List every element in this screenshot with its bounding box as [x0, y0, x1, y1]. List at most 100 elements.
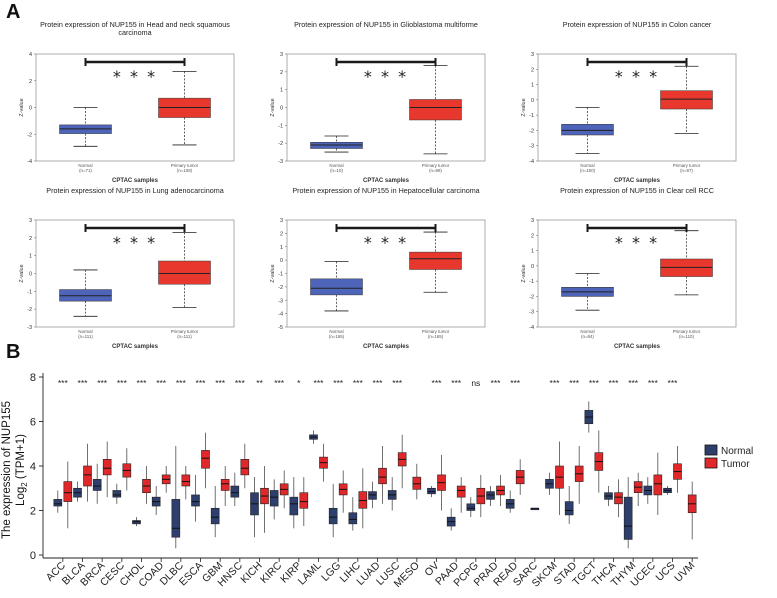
cptac-tumor-n: (n=165): [428, 334, 444, 339]
sig-label-READ: ***: [510, 378, 521, 388]
cptac-xlabel: CPTAC samples: [112, 344, 159, 350]
cptac-tumor-n: (n=99): [429, 168, 442, 173]
normal-box-LGG: [328, 483, 338, 538]
tumor-box-COAD: [161, 466, 171, 493]
cptac-normal: [561, 273, 614, 311]
cptac-ytick-label: 1: [531, 83, 534, 89]
normal-box-CESC: [112, 483, 122, 504]
normal-box-CESC-box: [112, 490, 122, 498]
normal-box-ESCA: [191, 474, 200, 522]
tumor-box-MESO-box: [412, 476, 422, 490]
normal-box-READ: [505, 490, 515, 513]
sig-label-DLBC: ***: [176, 378, 187, 388]
sig-label-COAD: ***: [156, 378, 167, 388]
cptac-ylabel: Z-value: [19, 98, 25, 116]
cptac-normal-n: (n=10): [330, 168, 343, 173]
cptac-ytick-label: 2: [531, 233, 534, 239]
cptac-ytick-label: -2: [27, 307, 32, 313]
sig-label-LUSC: ***: [392, 378, 403, 388]
sig-label-ACC: ***: [58, 378, 69, 388]
normal-box-CHOL-box: [132, 520, 141, 525]
tumor-box-OV: [437, 454, 446, 511]
cptac-ytick-label: -4: [529, 325, 534, 331]
cptac-ytick-label: 1: [531, 249, 534, 255]
normal-box-KIRC-box: [269, 490, 279, 507]
cptac-ylabel: Z-value: [521, 264, 527, 282]
cptac-tumor: [660, 230, 713, 296]
tumor-box-PRAD: [496, 474, 505, 507]
cptac-ytick-label: -1: [278, 123, 283, 129]
cptac-plot-6: Protein expression of NUP155 in Clear ce…: [521, 186, 737, 350]
tumor-box-THCA-box: [614, 492, 623, 505]
cptac-ytick-label: 4: [29, 52, 32, 58]
sig-stars: * * *: [113, 233, 157, 252]
tumor-box-BLCA-box: [83, 465, 92, 487]
sig-label-TGCT: ***: [589, 378, 600, 388]
normal-box-GBM: [210, 486, 220, 538]
b-xtick-label-KIRC: KIRC: [258, 559, 285, 586]
cptac-frame: [537, 219, 737, 328]
cptac-ytick-label: 3: [29, 218, 32, 224]
b-xtick-label-UCS: UCS: [653, 560, 677, 584]
cptac-ytick-label: 3: [280, 52, 283, 58]
cptac-plot-4: Protein expression of NUP155 in Lung ade…: [19, 186, 235, 350]
sig-label-STAD: ***: [569, 378, 580, 388]
cptac-ytick-label: -3: [529, 144, 534, 150]
cptac-ytick-label: -1: [27, 289, 32, 295]
panel-b-label: B: [6, 341, 20, 363]
cptac-normal-label: Normal: [580, 163, 594, 168]
normal-box-GBM-box: [210, 507, 220, 525]
tumor-box-ACC: [63, 461, 73, 529]
cptac-ytick-label: 2: [280, 70, 283, 76]
tumor-box-DLBC: [181, 466, 191, 500]
cptac-tumor-label: Primary tumor: [422, 163, 450, 168]
cptac-tumor-box: [158, 260, 211, 285]
tumor-box-UCEC-box: [653, 474, 663, 496]
cptac-title: Protein expression of NUP155 in Lung ade…: [46, 186, 223, 195]
normal-box-LUAD-box: [368, 491, 377, 500]
tumor-box-LAML: [319, 443, 328, 482]
tumor-box-BRCA-box: [102, 459, 112, 476]
cptac-normal-n: (n=71): [79, 168, 92, 173]
normal-box-PRAD: [486, 486, 495, 507]
normal-box-LAML: [309, 430, 318, 444]
normal-box-KIRC: [269, 479, 279, 520]
normal-box-PRAD-box: [486, 491, 495, 500]
tumor-box-STAD: [574, 445, 584, 504]
cptac-xlabel: CPTAC samples: [363, 344, 410, 350]
cptac-xlabel: CPTAC samples: [363, 178, 410, 184]
b-ylabel-line2: Log2 (TPM+1): [15, 434, 29, 506]
sig-stars: * * *: [113, 67, 157, 86]
tumor-box-CHOL: [142, 466, 151, 504]
normal-box-LIHC-box: [348, 512, 358, 525]
cptac-tumor: [660, 65, 713, 134]
tumor-box-ESCA: [201, 432, 210, 489]
tumor-box-LUAD: [378, 445, 387, 504]
cptac-title: Protein expression of NUP155 in Glioblas…: [294, 20, 478, 29]
normal-box-HNSC-box: [230, 485, 240, 498]
cptac-ytick-label: -4: [529, 159, 534, 165]
sig-label-LIHC: ***: [353, 378, 364, 388]
tumor-box-ESCA-box: [201, 450, 210, 469]
cptac-normal: [310, 261, 363, 312]
tumor-box-HNSC-box: [240, 459, 250, 476]
b-legend: Normal Tumor: [704, 444, 753, 470]
legend-normal-label: Normal: [721, 446, 753, 457]
tumor-box-GBM-box: [220, 479, 230, 491]
cptac-ylabel: Z-value: [270, 98, 276, 116]
sig-label-HNSC: ***: [235, 378, 246, 388]
cptac-ytick-label: -5: [278, 325, 283, 331]
sig-label-BLCA: ***: [78, 378, 89, 388]
normal-box-DLBC: [171, 445, 181, 549]
sig-label-PCPG: ns: [471, 378, 480, 388]
sig-label-PAAD: ***: [451, 378, 462, 388]
tumor-box-KIRP: [299, 477, 309, 527]
normal-box-OV-box: [427, 487, 436, 495]
tumor-box-TGCT: [594, 430, 604, 493]
b-xtick-label-LGG: LGG: [319, 560, 343, 584]
cptac-normal-label: Normal: [78, 163, 92, 168]
sig-label-OV: ***: [432, 378, 443, 388]
tumor-box-BRCA: [102, 441, 112, 498]
cptac-title: Protein expression of NUP155 in Clear ce…: [560, 186, 714, 195]
cptac-normal-n: (n=84): [581, 334, 594, 339]
